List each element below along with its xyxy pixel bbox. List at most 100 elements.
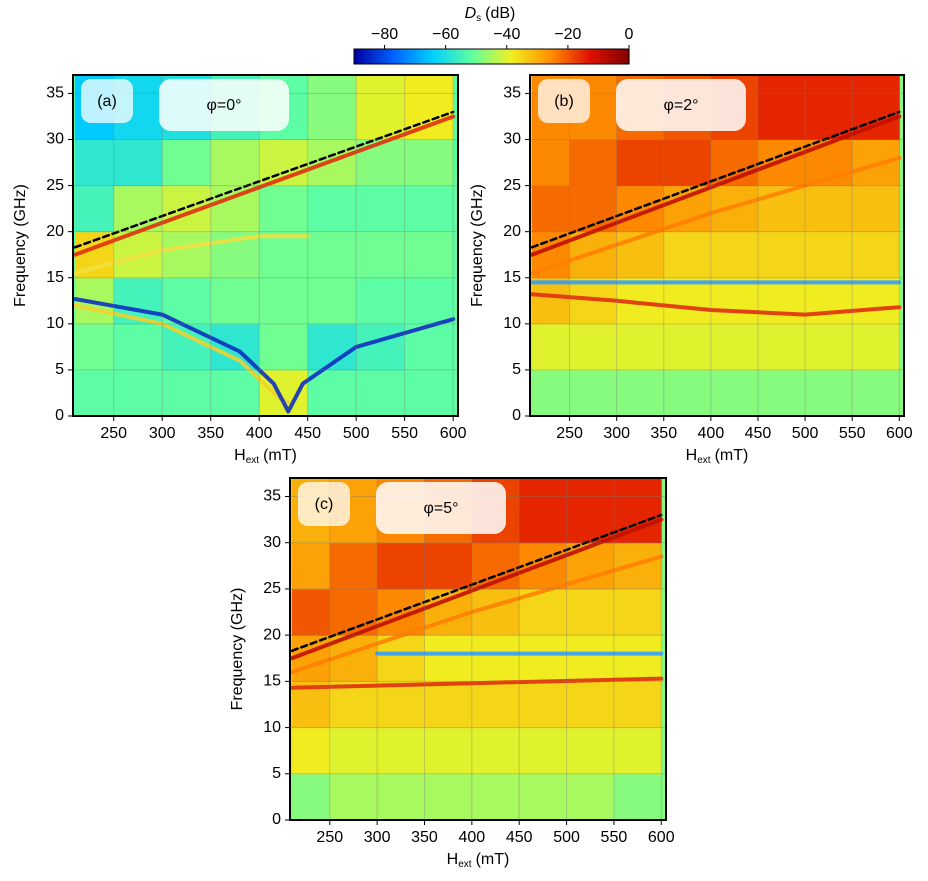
colorbar-segment	[356, 49, 360, 64]
heatmap-cell	[471, 588, 520, 636]
heatmap-cell	[805, 231, 853, 279]
x-tick-label: 500	[343, 425, 370, 442]
colorbar-segment	[616, 49, 620, 64]
heatmap-cell	[307, 369, 357, 416]
heatmap-cell	[307, 277, 357, 325]
heatmap-cell	[519, 773, 568, 820]
colorbar-segment	[576, 49, 580, 64]
colorbar-segment	[354, 49, 358, 64]
heatmap-cell	[259, 231, 309, 279]
x-tick-label: 400	[246, 425, 273, 442]
colorbar-tick-label: 0	[625, 26, 634, 43]
colorbar-segment	[461, 49, 465, 64]
colorbar-segment	[521, 49, 525, 64]
colorbar-segment	[404, 49, 408, 64]
heatmap-cell	[569, 369, 618, 416]
fit-line	[530, 110, 901, 249]
heatmap-cell	[356, 323, 406, 371]
colorbar-segment	[574, 49, 578, 64]
x-tick-label: 400	[698, 425, 725, 442]
y-tick-label: 25	[46, 177, 64, 194]
heatmap-cell	[710, 277, 759, 325]
colorbar-segment	[561, 49, 565, 64]
colorbar-segment	[394, 49, 398, 64]
heatmap-cell	[377, 681, 425, 729]
colorbar-segment	[606, 49, 610, 64]
mode-line	[73, 234, 310, 276]
heatmap-cell	[307, 231, 357, 279]
heatmap-cell	[162, 323, 212, 371]
heatmap-cell	[616, 369, 665, 416]
colorbar-segment	[499, 49, 503, 64]
heatmap-cell	[566, 588, 615, 636]
x-tick-label: 250	[316, 829, 343, 846]
colorbar-segment	[534, 49, 538, 64]
y-tick-label: 10	[503, 315, 521, 332]
fit-line	[73, 110, 455, 249]
colorbar-segment	[374, 49, 378, 64]
heatmap-cell	[356, 139, 406, 187]
colorbar-segment	[454, 49, 458, 64]
heatmap-cell	[519, 681, 568, 729]
panel-label: (a)	[97, 93, 117, 110]
colorbar-segment	[369, 49, 373, 64]
colorbar-segment	[426, 49, 430, 64]
heatmap-cell	[805, 75, 853, 141]
colorbar-segment	[399, 49, 403, 64]
colorbar-segment	[596, 49, 600, 64]
colorbar-segment	[396, 49, 400, 64]
mode-line	[530, 155, 902, 276]
heatmap-cell	[710, 323, 759, 371]
heatmap-cell	[613, 727, 662, 775]
heatmap-cell	[531, 277, 571, 325]
colorbar-segment	[414, 49, 418, 64]
heatmap-cell	[616, 139, 665, 187]
heatmap-cell	[569, 139, 618, 187]
heatmap-cell	[805, 277, 853, 325]
x-axis-label: Hext (mT)	[686, 447, 749, 465]
heatmap-cell	[566, 773, 615, 820]
heatmap-cell	[710, 369, 759, 416]
colorbar-segment	[551, 49, 555, 64]
y-tick-label: 0	[272, 811, 281, 828]
heatmap-cell	[404, 139, 454, 187]
fit-line	[290, 513, 663, 653]
heatmap-cell	[424, 542, 473, 590]
colorbar-segment	[599, 49, 603, 64]
colorbar-segment	[591, 49, 595, 64]
heatmap-cell	[356, 277, 406, 325]
heatmap-cell	[471, 773, 520, 820]
colorbar-segment	[416, 49, 420, 64]
x-tick-label: 550	[601, 829, 628, 846]
y-axis-label: Frequency (GHz)	[229, 588, 246, 711]
heatmap-cell	[259, 277, 309, 325]
colorbar-segment	[524, 49, 528, 64]
colorbar-segment	[439, 49, 443, 64]
x-tick-label: 500	[792, 425, 819, 442]
x-label-main: H	[234, 447, 246, 464]
colorbar-label-sub: s	[476, 13, 481, 24]
heatmap-cell	[757, 75, 806, 141]
heatmap-cell	[531, 139, 571, 187]
mode-line	[290, 517, 664, 661]
heatmap-cell	[329, 727, 378, 775]
heatmap-cell	[566, 727, 615, 775]
annotation: φ=0°	[206, 97, 241, 114]
x-label-main: H	[686, 447, 698, 464]
annotation: φ=5°	[423, 500, 458, 517]
heatmap-cell	[531, 185, 571, 233]
x-label-unit: (mT)	[476, 851, 510, 868]
colorbar-segment	[504, 49, 508, 64]
colorbar-segment	[419, 49, 423, 64]
y-tick-label: 30	[46, 131, 64, 148]
heatmap-cell	[663, 323, 712, 371]
colorbar-segment	[366, 49, 370, 64]
heatmap-cell	[404, 369, 454, 416]
heatmap-cell	[162, 139, 212, 187]
heatmap-cell	[162, 369, 212, 416]
colorbar-segment	[434, 49, 438, 64]
heatmap-cell	[805, 323, 853, 371]
heatmap-cell	[710, 185, 759, 233]
panel-label: (c)	[315, 496, 334, 513]
